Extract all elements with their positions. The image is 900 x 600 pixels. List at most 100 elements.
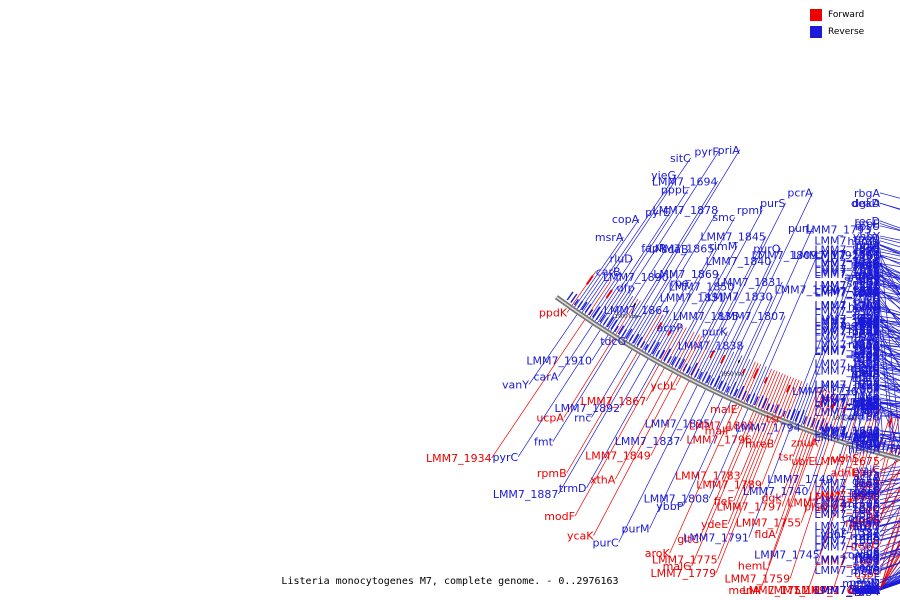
gene-label: ppnK [852,513,881,526]
gene-label: dgk [761,491,782,504]
gene-label: LMM7_1869 [653,268,719,281]
legend-forward-label: Forward [828,10,865,20]
gene-label: LMM7_1749 [767,473,833,486]
reverse-gene-mark [614,325,619,333]
gene-label: LMM7_1775 [652,553,718,566]
gene-label-line [589,271,621,319]
reverse-gene-mark [655,350,661,357]
gene-label: LMM7_1546 [814,584,880,597]
gene-label: purM [622,523,650,536]
reverse-gene-mark [706,374,712,384]
gene-label: LMM7_1779 [651,567,717,580]
gene-label-line [693,236,767,379]
gene-label: ycaK [567,530,594,543]
gene-label: LMM7_1751 [743,584,809,597]
gene-label: LMM7_1712 [814,279,880,292]
gene-label: LMM7_1621 [814,287,880,300]
reverse-gene-mark [848,431,853,441]
gene-label: ppdK [539,307,568,320]
gene-label: argC [854,348,880,361]
gene-label-line [581,174,677,313]
gene-label: hemN [847,235,880,248]
gene-label-line [832,290,881,438]
reverse-gene-mark [698,371,703,380]
gene-label: trpG [856,552,880,565]
gene-label: LMM7_1825 [645,417,711,430]
gene-label: yieG [651,169,676,182]
reverse-gene-mark [694,368,700,378]
gene-label-line [591,309,656,418]
gene-label-line [754,371,778,426]
gene-label: mendD [840,318,880,331]
gene-label: znuM [851,400,880,413]
forward-gene-mark [752,368,759,379]
gene-label-line [675,335,703,386]
gene-label: daaA [852,475,880,488]
gene-label: udk [860,331,881,344]
gene-label: infC [858,401,880,414]
gene-label: ybbA [852,367,880,380]
gene-label: rimI [858,274,880,287]
gene-label: gltD [857,584,880,597]
gene-label: valS [857,548,880,561]
gene-label-line [685,297,726,375]
gene-label: ppa [859,314,880,327]
reverse-gene-mark [617,325,625,335]
gene-label: vbhS [832,452,859,465]
gene-label: trpA [857,410,881,423]
reverse-gene-mark [729,381,737,395]
scale-tick-label: 1900 kbp [615,314,639,320]
gene-label-line [832,400,859,480]
gene-label: trpF [858,270,880,283]
gene-label: acnA [853,352,881,365]
forward-swatch [810,9,822,21]
gene-label: relA [858,584,880,597]
gene-label-line [729,281,783,397]
gene-label-line [748,383,808,538]
gene-label-line [856,255,881,445]
gene-label: acpP [657,322,684,335]
gene-label-line [735,227,813,399]
gene-label: sitC [670,152,691,165]
gene-label-line [792,387,819,457]
gene-label-line [698,368,772,540]
gene-label: LMM7_1849 [585,450,651,463]
reverse-gene-mark [882,439,887,451]
gene-label: LMM7_1571 [814,324,880,337]
gene-label-line [644,309,670,353]
gene-label-line [846,408,884,534]
reverse-gene-mark [670,356,677,366]
gene-label: vajC [856,463,880,476]
forward-gene-mark [888,417,893,428]
gene-label: dut [862,584,881,597]
reverse-gene-mark [894,444,899,454]
gene-label: sun [860,366,880,379]
gene-label: pcrB [855,259,880,272]
gene-label: rimJ [858,298,880,311]
gene-label-line [807,404,873,591]
gene-label: LMM7_1673 [814,584,880,597]
gene-label: LMM7_1663 [814,535,880,548]
forward-gene-mark [741,368,746,374]
reverse-gene-mark [774,404,780,414]
gene-label: rpsD [845,517,871,530]
gene-label: era [862,467,880,480]
gene-label-line [795,254,860,424]
gene-label: menF [849,485,880,498]
gene-label: LMM7_1835 [673,310,739,323]
gene-label: LMM7_1542 [814,286,880,299]
gene-label: aroE [855,269,880,282]
gene-label-line [879,486,900,508]
gene-label-line [775,390,828,535]
gene-label: LMM7_1735 [814,234,880,247]
gene-label: LMM7_1658 [814,489,880,502]
gene-label: adhE [831,466,859,479]
gene-label: LMM7_1789 [696,479,762,492]
gene-label-line [566,312,661,474]
gene-label-line [676,209,763,371]
gene-label: sdaB [662,243,689,256]
gene-label: LMM7_1796 [686,434,752,447]
gene-label: pepQ [851,538,881,551]
reverse-gene-mark [674,357,681,368]
forward-gene-mark [720,354,726,364]
